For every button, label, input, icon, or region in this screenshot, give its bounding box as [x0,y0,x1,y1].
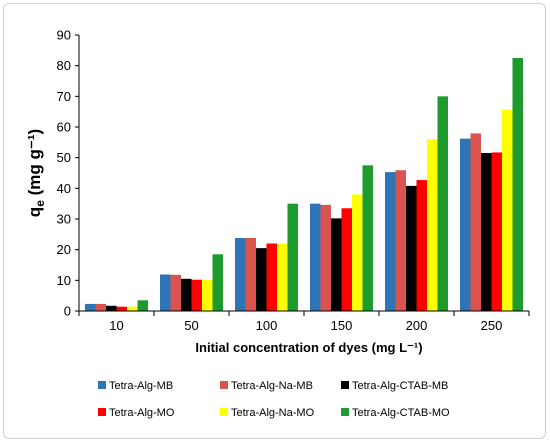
bar-tetra-alg-ctab-mb-200 [406,185,417,311]
legend-label: Tetra-Alg-MB [109,380,173,392]
x-tick-label: 250 [481,318,503,333]
x-tick-label: 150 [331,318,353,333]
x-axis-title: Initial concentration of dyes (mg L⁻¹) [195,340,422,355]
legend-swatch [98,381,106,389]
bar-tetra-alg-mb-150 [310,203,321,311]
legend-label: Tetra-Alg-Na-MB [231,380,313,392]
legend-swatch [341,381,349,389]
bar-tetra-alg-mb-50 [160,274,171,311]
bars [85,58,523,312]
y-tick-label: 80 [57,58,71,73]
bar-tetra-alg-mb-100 [235,238,246,311]
legend-swatch [220,408,228,416]
bar-tetra-alg-na-mb-50 [170,274,181,311]
bar-tetra-alg-na-mb-100 [245,238,256,311]
bar-tetra-alg-mo-150 [341,208,352,311]
bar-tetra-alg-ctab-mb-100 [256,248,267,311]
legend-swatch [341,408,349,416]
bar-tetra-alg-na-mo-100 [277,243,288,311]
y-tick-label: 70 [57,89,71,104]
y-tick-label: 90 [57,28,71,43]
bar-tetra-alg-na-mb-250 [470,133,481,311]
legend-label: Tetra-Alg-CTAB-MB [352,380,448,392]
bar-tetra-alg-mb-200 [385,172,396,311]
y-axis-title: qe (mg g⁻¹) [25,129,47,217]
y-axis-title-unit: (mg g⁻¹) [25,129,44,200]
legend-label: Tetra-Alg-MO [109,407,175,419]
bar-tetra-alg-mo-200 [416,180,427,311]
legend-swatch [220,381,228,389]
bar-tetra-alg-na-mb-200 [395,170,406,311]
bar-tetra-alg-na-mo-10 [127,306,138,311]
chart-frame [3,3,546,439]
x-tick-label: 200 [406,318,428,333]
bar-tetra-alg-na-mo-50 [202,279,213,311]
y-tick-label: 60 [57,120,71,135]
bar-tetra-alg-na-mo-200 [427,139,438,311]
legend: Tetra-Alg-MB Tetra-Alg-Na-MB Tetra-Alg-CTA… [98,380,450,419]
legend-label: Tetra-Alg-CTAB-MO [352,407,450,419]
x-tick-label: 100 [256,318,278,333]
y-tick-label: 10 [57,273,71,288]
y-tick-label: 0 [64,304,71,319]
y-tick-label: 30 [57,212,71,227]
y-axis-ticks: 0 10 20 30 40 50 60 70 80 90 [57,28,79,319]
bar-tetra-alg-mo-50 [191,279,202,311]
y-tick-label: 40 [57,181,71,196]
bar-tetra-alg-mo-100 [266,243,277,311]
bar-tetra-alg-ctab-mo-200 [437,96,448,311]
bar-tetra-alg-ctab-mb-150 [331,218,342,311]
bar-tetra-alg-ctab-mo-10 [137,300,148,311]
bar-tetra-alg-ctab-mb-50 [181,278,192,311]
bar-tetra-alg-na-mo-150 [352,194,363,311]
bar-tetra-alg-ctab-mo-50 [212,254,223,311]
bar-tetra-alg-ctab-mb-250 [481,153,492,311]
bar-tetra-alg-mo-10 [116,306,127,311]
bar-tetra-alg-ctab-mb-10 [106,305,117,311]
legend-label: Tetra-Alg-Na-MO [231,407,315,419]
legend-swatch [98,408,106,416]
bar-tetra-alg-na-mb-10 [95,303,106,311]
bar-tetra-alg-na-mb-150 [320,204,331,311]
bar-tetra-alg-mo-250 [491,152,502,311]
bar-tetra-alg-ctab-mo-150 [362,165,373,311]
bar-tetra-alg-ctab-mo-250 [512,58,523,311]
bar-tetra-alg-ctab-mo-100 [287,203,298,311]
y-axis-title-subscript: e [33,200,47,207]
y-tick-label: 20 [57,242,71,257]
bar-tetra-alg-mb-250 [460,138,471,311]
x-tick-label: 10 [109,318,123,333]
bar-tetra-alg-mb-10 [85,303,96,311]
x-axis-ticks: 10 50 100 150 200 250 [78,311,530,333]
y-axis-title-main: q [25,207,44,217]
y-tick-label: 50 [57,150,71,165]
bar-tetra-alg-na-mo-250 [502,109,513,312]
x-tick-label: 50 [184,318,198,333]
